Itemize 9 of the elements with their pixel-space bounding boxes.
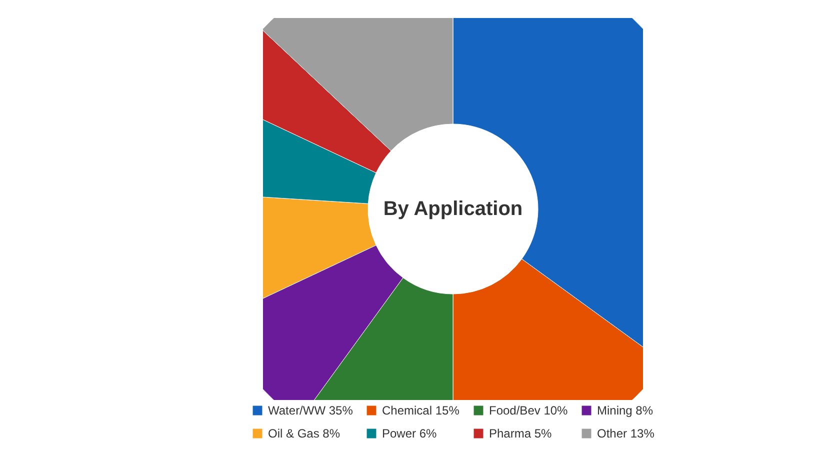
legend-label: Chemical 15% bbox=[382, 404, 460, 418]
legend-label: Other 13% bbox=[597, 426, 655, 440]
legend-label: Mining 8% bbox=[597, 404, 654, 418]
text: By Application bbox=[383, 198, 523, 220]
legend-label: Oil & Gas 8% bbox=[268, 426, 340, 440]
legend-label: Power 6% bbox=[382, 426, 438, 440]
legend-label: Water/WW 35% bbox=[268, 404, 354, 418]
legend-label: Pharma 5% bbox=[489, 426, 552, 440]
legend-label: Food/Bev 10% bbox=[489, 404, 568, 418]
